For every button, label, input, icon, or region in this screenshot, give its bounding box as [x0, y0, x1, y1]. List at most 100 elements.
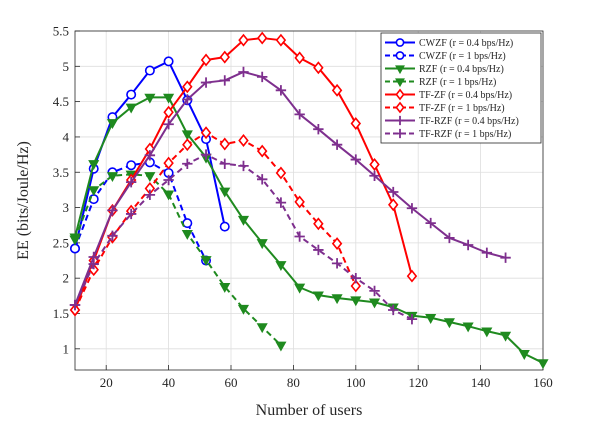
data-point-diamond — [200, 126, 212, 140]
data-point-plus — [182, 94, 193, 105]
legend-entry: CWZF (r = 1 bps/Hz) — [385, 51, 506, 62]
data-point-plus — [238, 160, 249, 172]
data-point-plus — [406, 313, 418, 325]
data-point-triangle — [331, 294, 343, 305]
data-point-circle — [163, 56, 174, 67]
data-point-plus — [275, 197, 287, 208]
data-point-diamond — [294, 195, 305, 209]
data-point-triangle — [481, 327, 493, 338]
series-line — [74, 70, 506, 306]
data-point-triangle — [462, 322, 474, 333]
series-line — [74, 131, 357, 311]
data-point-diamond — [331, 237, 343, 251]
data-point-plus — [107, 205, 118, 216]
x-tick-label: 20 — [100, 375, 113, 390]
data-point-plus — [313, 244, 324, 256]
data-point-triangle — [395, 65, 405, 75]
data-point-diamond — [238, 33, 249, 47]
data-point-plus — [219, 75, 230, 86]
y-tick-label: 4 — [63, 129, 70, 144]
data-point-plus — [144, 189, 156, 201]
data-point-plus — [500, 252, 511, 263]
legend-label: CWZF (r = 1 bps/Hz) — [419, 51, 506, 62]
data-point-triangle — [69, 235, 81, 246]
data-point-triangle — [219, 282, 231, 293]
data-point-plus — [369, 285, 380, 297]
data-point-triangle — [106, 119, 118, 130]
data-point-triangle — [256, 239, 268, 250]
data-point-plus — [425, 217, 436, 229]
x-tick-label: 60 — [225, 375, 238, 390]
data-point-circle — [395, 38, 405, 47]
data-point-plus — [388, 186, 399, 198]
data-point-plus — [462, 239, 474, 251]
data-point-triangle — [294, 283, 306, 294]
data-point-triangle — [88, 186, 100, 197]
data-point-plus — [88, 258, 99, 270]
legend-label: TF-RZF (r = 1 bps/Hz) — [419, 129, 511, 140]
x-tick-label: 160 — [533, 375, 553, 390]
data-point-diamond — [331, 83, 343, 97]
series-8 — [69, 149, 418, 325]
data-point-plus — [144, 150, 156, 161]
data-point-triangle — [237, 215, 250, 226]
axis-ticks: 20 40 60 80 100 120 140 160 1 1.5 2 2.5 3 3.5 4 4.5 5 5.5 — [53, 24, 553, 391]
data-point-plus — [257, 174, 268, 185]
data-point-circle — [126, 160, 137, 171]
data-point-triangle — [425, 314, 437, 324]
data-point-diamond — [313, 61, 324, 75]
y-tick-label: 3.5 — [53, 165, 69, 180]
data-point-diamond — [182, 80, 193, 94]
data-point-diamond — [182, 138, 193, 152]
data-point-plus — [331, 258, 343, 269]
data-point-plus — [125, 176, 137, 188]
data-point-plus — [257, 71, 268, 83]
data-point-triangle — [200, 256, 212, 267]
legend-entry: CWZF (r = 0.4 bps/Hz) — [385, 38, 513, 49]
data-point-plus — [107, 230, 118, 242]
legend-entry: TF-RZF (r = 1 bps/Hz) — [385, 128, 511, 140]
data-point-triangle — [237, 304, 250, 315]
data-point-plus — [163, 174, 174, 186]
data-point-plus — [406, 203, 418, 214]
data-point-circle — [144, 65, 155, 76]
data-point-triangle — [163, 93, 175, 104]
legend: CWZF (r = 0.4 bps/Hz) CWZF (r = 1 bps/Hz)… — [380, 32, 542, 144]
data-point-triangle — [88, 160, 100, 170]
data-point-triangle — [312, 291, 324, 302]
data-point-triangle — [518, 350, 530, 360]
data-point-diamond — [256, 144, 268, 158]
data-point-diamond — [395, 101, 405, 114]
data-point-circle — [395, 51, 405, 60]
data-point-plus — [200, 149, 212, 160]
data-point-diamond — [219, 50, 230, 64]
y-tick-label: 3 — [63, 200, 70, 215]
data-point-plus — [444, 232, 455, 244]
data-point-plus — [294, 109, 305, 120]
data-point-triangle — [256, 323, 268, 334]
data-point-triangle — [537, 359, 549, 370]
data-point-triangle — [350, 296, 362, 307]
data-point-plus — [350, 272, 361, 284]
series-7 — [69, 66, 511, 311]
y-tick-label: 2.5 — [53, 235, 69, 250]
data-point-circle — [70, 243, 81, 254]
data-series — [69, 31, 549, 370]
y-tick-label: 1 — [63, 341, 70, 356]
data-point-plus — [481, 247, 493, 258]
data-point-triangle — [500, 331, 512, 342]
legend-entry: RZF (r = 0.4 bps/Hz) — [385, 64, 504, 75]
legend-box — [380, 32, 542, 144]
data-point-triangle — [275, 261, 287, 271]
data-point-triangle — [181, 229, 193, 240]
data-point-plus — [182, 158, 193, 169]
data-point-diamond — [313, 217, 324, 231]
x-tick-label: 80 — [287, 375, 300, 390]
legend-label: TF-ZF (r = 1 bps/Hz) — [419, 103, 505, 114]
x-tick-label: 140 — [471, 375, 491, 390]
data-point-triangle — [395, 78, 405, 88]
data-point-diamond — [200, 53, 212, 67]
data-point-diamond — [275, 33, 287, 47]
data-point-plus — [388, 304, 399, 316]
